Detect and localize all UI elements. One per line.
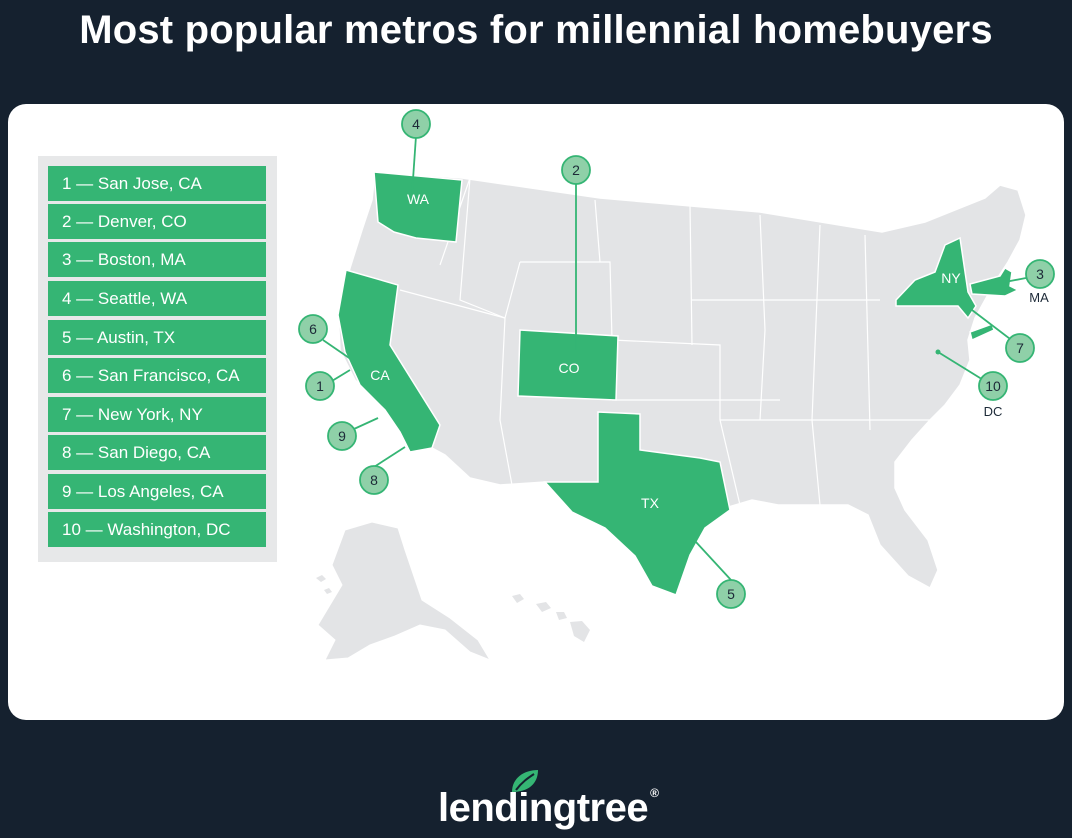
- marker-label-8: 8: [370, 472, 378, 488]
- marker-label-9: 9: [338, 428, 346, 444]
- legend-item-6: 6 — San Francisco, CA: [48, 358, 266, 393]
- state-massachusetts: [969, 266, 1020, 297]
- state-label-tx: TX: [641, 495, 660, 511]
- state-colorado: [517, 329, 619, 401]
- marker-circle-2: [561, 155, 591, 185]
- legend-item-5: 5 — Austin, TX: [48, 320, 266, 355]
- marker-circle-6: [298, 314, 328, 344]
- state-new-york: [895, 236, 977, 320]
- legend-item-3: 3 — Boston, MA: [48, 242, 266, 277]
- state-label-wa: WA: [407, 191, 430, 207]
- state-texas: [543, 411, 731, 596]
- marker-circle-10: [978, 371, 1008, 401]
- marker-label-2: 2: [572, 162, 580, 178]
- legend-item-8: 8 — San Diego, CA: [48, 435, 266, 470]
- legend-item-1: 1 — San Jose, CA: [48, 166, 266, 201]
- state-label-co: CO: [559, 360, 580, 376]
- legend-panel: 1 — San Jose, CA 2 — Denver, CO 3 — Bost…: [38, 156, 277, 562]
- hawaii: [512, 594, 590, 642]
- legend-item-2: 2 — Denver, CO: [48, 204, 266, 239]
- marker-circle-9: [327, 421, 357, 451]
- state-new-jersey-sliver: [969, 323, 995, 342]
- marker-circle-5: [716, 579, 746, 609]
- marker-circle-7: [1005, 333, 1035, 363]
- alaska: [317, 521, 492, 662]
- leaf-icon: [512, 770, 538, 792]
- logo-wordmark: lendingtree: [438, 786, 649, 830]
- lendingtree-logo: lendingtree ®: [438, 786, 659, 831]
- marker-label-3: 3: [1036, 266, 1044, 282]
- legend-item-9: 9 — Los Angeles, CA: [48, 474, 266, 509]
- marker-circle-1: [305, 371, 335, 401]
- marker-circle-4: [401, 109, 431, 139]
- marker-label-4: 4: [412, 116, 420, 132]
- marker-label-10: 10: [985, 378, 1001, 394]
- legend-item-4: 4 — Seattle, WA: [48, 281, 266, 316]
- marker-label-5: 5: [727, 586, 735, 602]
- state-label-ny: NY: [941, 270, 961, 286]
- dc-dot: [935, 349, 941, 355]
- marker-circle-8: [359, 465, 389, 495]
- marker-label-1: 1: [316, 378, 324, 394]
- marker-label-6: 6: [309, 321, 317, 337]
- state-label-ca: CA: [370, 367, 390, 383]
- marker-label-7: 7: [1016, 340, 1024, 356]
- aleutian-islands: [316, 575, 332, 594]
- state-label-dc: DC: [984, 404, 1003, 419]
- state-california: [337, 269, 441, 453]
- state-label-ma: MA: [1029, 290, 1049, 305]
- legend-item-10: 10 — Washington, DC: [48, 512, 266, 547]
- marker-circle-3: [1025, 259, 1055, 289]
- registered-mark: ®: [650, 786, 659, 800]
- page-title: Most popular metros for millennial homeb…: [79, 8, 993, 52]
- legend-item-7: 7 — New York, NY: [48, 397, 266, 432]
- state-washington: [373, 171, 463, 243]
